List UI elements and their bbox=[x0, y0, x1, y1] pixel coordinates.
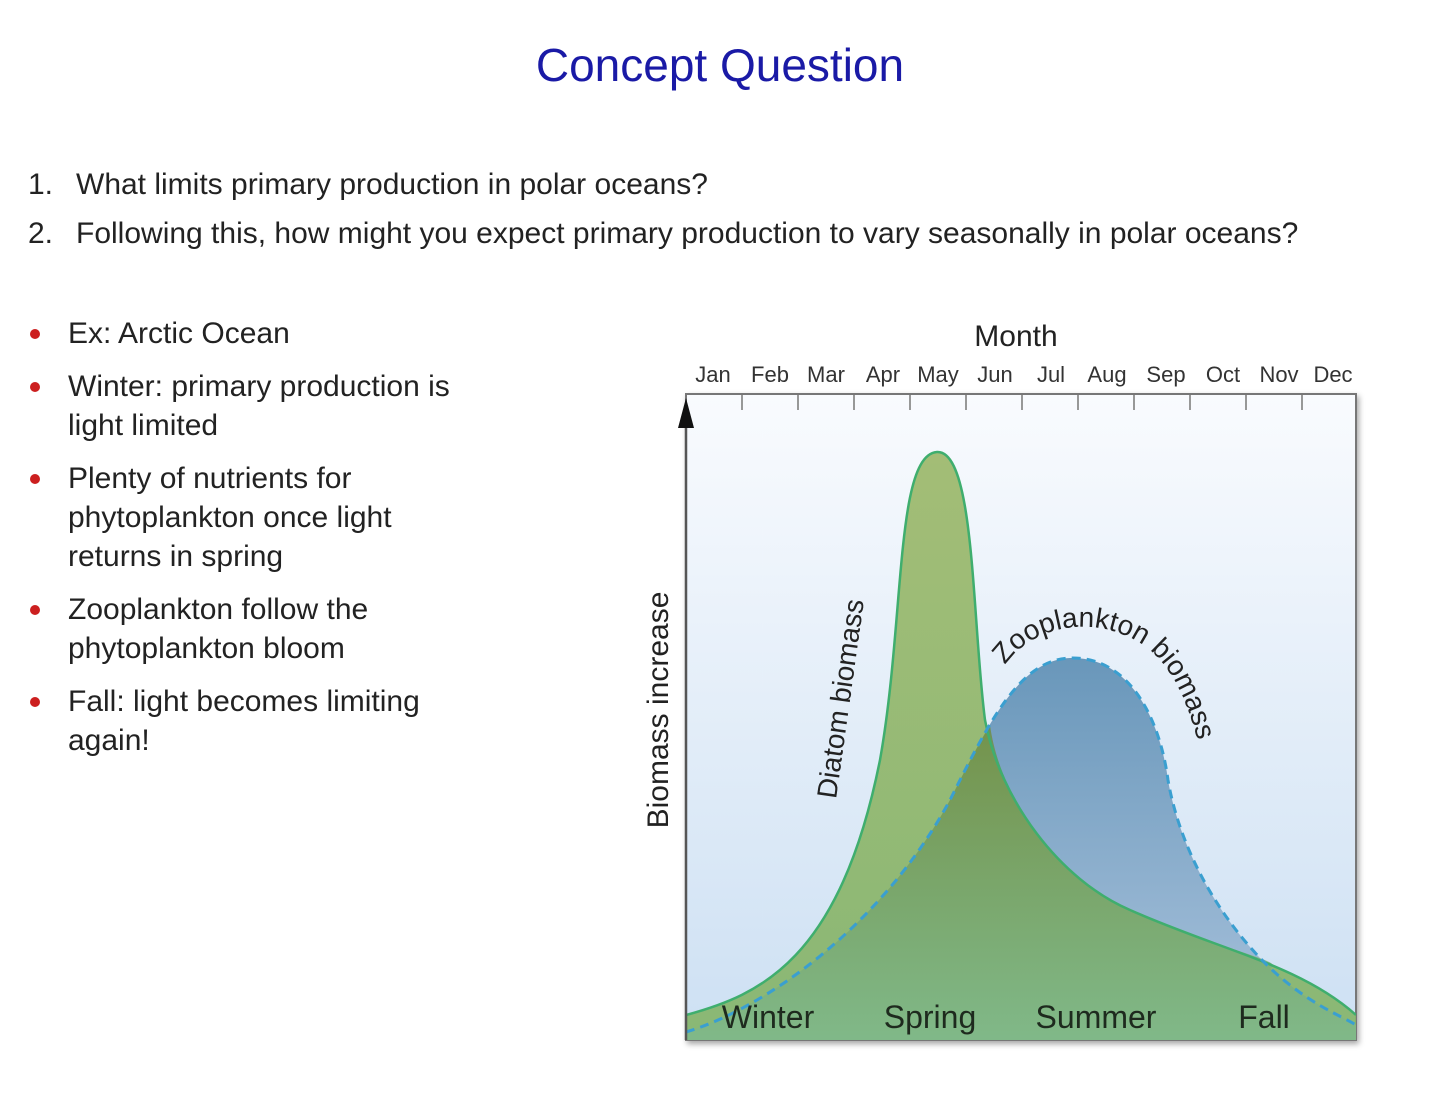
bullet-text: Zooplankton follow the phytoplankton blo… bbox=[68, 593, 369, 665]
diatom-curve bbox=[686, 451, 1356, 1040]
month-label: Sep bbox=[1146, 362, 1185, 387]
question-item: 1. What limits primary production in pola… bbox=[28, 160, 1298, 209]
bullet-dot-icon bbox=[30, 605, 40, 615]
bullet-text: Fall: light becomes limiting again! bbox=[68, 685, 420, 757]
month-label: Apr bbox=[866, 362, 900, 387]
season-label-winter: Winter bbox=[722, 999, 815, 1035]
bullet-dot-icon bbox=[30, 697, 40, 707]
y-axis-title: Biomass increase bbox=[642, 592, 675, 829]
month-label: Mar bbox=[807, 362, 845, 387]
bullet-item: Zooplankton follow the phytoplankton blo… bbox=[30, 590, 490, 668]
bullet-dot-icon bbox=[30, 382, 40, 392]
bullet-item: Winter: primary production is light limi… bbox=[30, 367, 490, 445]
month-label: Dec bbox=[1313, 362, 1352, 387]
season-label-spring: Spring bbox=[884, 999, 977, 1035]
month-label: Feb bbox=[751, 362, 789, 387]
bullet-text: Ex: Arctic Ocean bbox=[68, 317, 290, 350]
question-number: 1. bbox=[28, 168, 54, 201]
seasonal-biomass-diagram: Month Jan Feb Mar Apr May Jun Jul Aug Se… bbox=[600, 300, 1420, 1080]
overlap-region bbox=[686, 725, 1356, 1040]
month-label: Aug bbox=[1087, 362, 1126, 387]
season-label-fall: Fall bbox=[1238, 999, 1290, 1035]
month-ticks bbox=[741, 394, 1303, 410]
bullet-item: Fall: light becomes limiting again! bbox=[30, 682, 490, 760]
bullet-dot-icon bbox=[30, 329, 40, 339]
bullet-text: Plenty of nutrients for phytoplankton on… bbox=[68, 462, 392, 573]
question-item: 2. Following this, how might you expect p… bbox=[28, 209, 1298, 258]
bullet-item: Plenty of nutrients for phytoplankton on… bbox=[30, 459, 490, 576]
month-label: Jun bbox=[977, 362, 1012, 387]
season-label-summer: Summer bbox=[1036, 999, 1157, 1035]
x-axis-title: Month bbox=[974, 320, 1057, 353]
bullet-list: Ex: Arctic Ocean Winter: primary product… bbox=[30, 314, 490, 774]
bullet-dot-icon bbox=[30, 474, 40, 484]
month-label: Oct bbox=[1206, 362, 1240, 387]
y-axis-arrow-icon bbox=[678, 398, 694, 428]
month-label: Jan bbox=[695, 362, 730, 387]
question-list: 1. What limits primary production in pola… bbox=[28, 160, 1298, 258]
question-text: Following this, how might you expect pri… bbox=[76, 217, 1299, 250]
bullet-item: Ex: Arctic Ocean bbox=[30, 314, 490, 353]
slide-title: Concept Question bbox=[535, 39, 905, 91]
question-number: 2. bbox=[28, 217, 54, 250]
bullet-text: Winter: primary production is light limi… bbox=[68, 370, 450, 442]
month-label: Nov bbox=[1259, 362, 1298, 387]
question-text: What limits primary production in polar … bbox=[76, 168, 708, 201]
month-label: May bbox=[917, 362, 959, 387]
month-label: Jul bbox=[1037, 362, 1065, 387]
